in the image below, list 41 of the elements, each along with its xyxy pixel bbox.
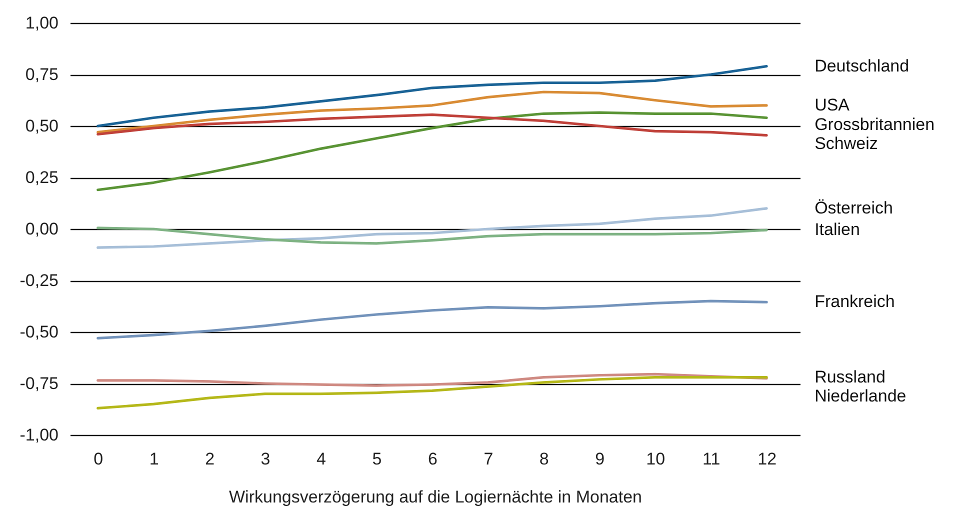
line-series: [96, 376, 768, 410]
text: Grossbritannien: [814, 114, 935, 134]
line-series: [96, 207, 768, 249]
x-tick-label: 12: [758, 450, 777, 468]
text: Frankreich: [814, 292, 895, 312]
x-tick-label: 6: [428, 450, 438, 468]
line-series: [96, 90, 768, 134]
line-series: [96, 111, 768, 192]
line-series: [96, 300, 768, 340]
x-axis-title: Wirkungsverzögerung auf die Logiernächte in Monaten: [229, 488, 642, 506]
x-tick-label: 9: [595, 450, 605, 468]
text: Österreich: [814, 198, 893, 218]
x-tick-label: 7: [484, 450, 494, 468]
x-tick-label: 1: [149, 450, 159, 468]
text: Deutschland: [814, 56, 910, 76]
y-tick-label: -0,25: [20, 271, 58, 290]
x-tick-label: 10: [646, 450, 666, 468]
x-tick-label: 5: [372, 450, 382, 468]
text: Schweiz: [814, 134, 878, 154]
y-tick-label: -1,00: [20, 426, 58, 444]
line-series: [96, 64, 768, 128]
x-tick-label: 4: [316, 450, 326, 468]
text: Niederlande: [814, 386, 906, 406]
text: Italien: [814, 220, 860, 240]
line-series: [96, 372, 768, 387]
x-tick-label: 11: [702, 450, 720, 468]
y-tick-label: 1,00: [25, 14, 58, 32]
x-tick-label: 0: [94, 450, 104, 468]
y-tick-label: -0,75: [20, 374, 58, 393]
y-tick-label: 0,75: [25, 65, 58, 84]
x-tick-label: 2: [205, 450, 215, 468]
y-tick-label: 0,00: [25, 220, 58, 238]
x-tick-label: 3: [260, 450, 270, 468]
y-tick-label: 0,50: [25, 116, 58, 136]
x-tick-label: 8: [539, 450, 549, 468]
text: Russland: [814, 367, 886, 386]
line-series: [96, 226, 768, 245]
line-series: [96, 113, 768, 137]
text: USA: [814, 95, 850, 114]
y-tick-label: 0,25: [25, 168, 58, 187]
y-tick-label: -0,50: [20, 322, 58, 342]
